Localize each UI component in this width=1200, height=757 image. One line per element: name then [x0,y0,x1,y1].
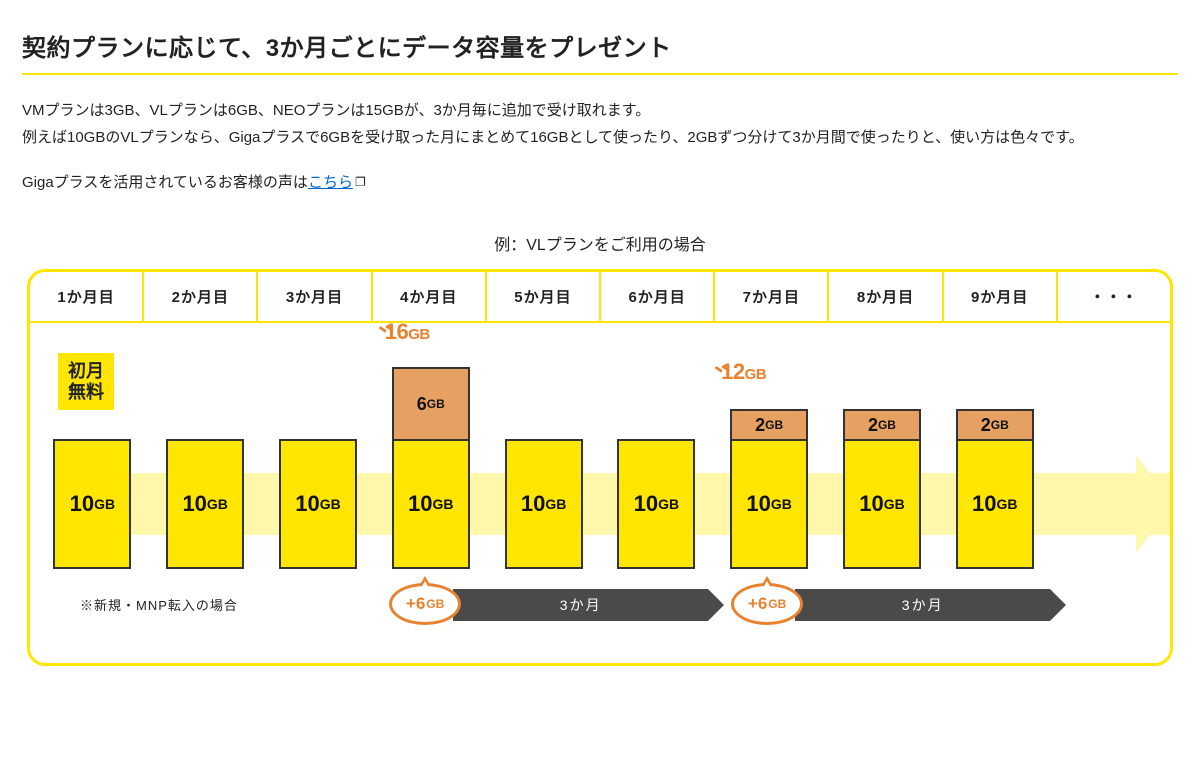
bar-column: 10GB [600,323,713,569]
bar-column: 2GB10GB [826,323,939,569]
voice-prefix: Gigaプラスを活用されているお客様の声は [22,174,308,191]
months-header: 1か月目2か月目3か月目4か月目5か月目6か月目7か月目8か月目9か月目・・・ [30,272,1170,323]
month-cell: ・・・ [1058,272,1170,321]
total-callout: 12GB [721,359,766,385]
bar-column [1051,323,1164,569]
period-bar: 3か月 [453,589,708,621]
period-bar: 3か月 [795,589,1050,621]
base-bar: 10GB [166,439,244,569]
total-callout: 16GB [385,319,430,345]
bar-column: 、、12GB2GB10GB [713,323,826,569]
bar-column: 10GB [487,323,600,569]
example-title: 例：VLプランをご利用の場合 [23,221,1177,269]
month-cell: 6か月目 [601,272,715,321]
bonus-bar: 2GB [730,409,808,439]
base-bar: 10GB [617,439,695,569]
month-cell: 8か月目 [829,272,943,321]
base-bar: 10GB [956,439,1034,569]
base-bar: 10GB [730,439,808,569]
bonus-bar: 6GB [392,367,470,439]
month-cell: 2か月目 [144,272,258,321]
page-title: 契約プランに応じて、3か月ごとにデータ容量をプレゼント [22,28,1178,75]
example-panel: 例：VLプランをご利用の場合 1か月目2か月目3か月目4か月目5か月目6か月目7… [22,220,1178,675]
bar-column: 、、16GB6GB10GB [374,323,487,569]
month-cell: 5か月目 [487,272,601,321]
voice-link[interactable]: こちら [308,174,353,191]
month-cell: 7か月目 [715,272,829,321]
bonus-bar: 2GB [843,409,921,439]
bonus-bubble: +6GB [731,583,803,625]
bar-column: 10GB [262,323,375,569]
bonus-bubble: +6GB [389,583,461,625]
base-bar: 10GB [505,439,583,569]
bonus-bar: 2GB [956,409,1034,439]
external-link-icon: ❐ [355,172,366,194]
bar-column: 2GB10GB [938,323,1051,569]
bars-row: 10GB10GB10GB、、16GB6GB10GB10GB10GB、、12GB2… [30,323,1170,569]
footnote-text: ※新規・MNP転入の場合 [80,595,238,614]
period-group: +6GB3か月 [731,585,1050,623]
voice-line: Gigaプラスを活用されているお客様の声はこちら❐ [22,169,1178,196]
month-cell: 9か月目 [944,272,1058,321]
bottom-row: ※新規・MNP転入の場合 +6GB3か月+6GB3か月 [30,579,1170,629]
diagram-frame: 1か月目2か月目3か月目4か月目5か月目6か月目7か月目8か月目9か月目・・・ … [27,269,1173,666]
bar-column: 10GB [36,323,149,569]
month-cell: 3か月目 [258,272,372,321]
chart-area: 初月 無料 10GB10GB10GB、、16GB6GB10GB10GB10GB、… [30,323,1170,643]
base-bar: 10GB [392,439,470,569]
description-text: VMプランは3GB、VLプランは6GB、NEOプランは15GBが、3か月毎に追加… [22,97,1178,151]
month-cell: 1か月目 [30,272,144,321]
period-group: +6GB3か月 [389,585,708,623]
base-bar: 10GB [279,439,357,569]
base-bar: 10GB [843,439,921,569]
base-bar: 10GB [53,439,131,569]
bar-column: 10GB [149,323,262,569]
